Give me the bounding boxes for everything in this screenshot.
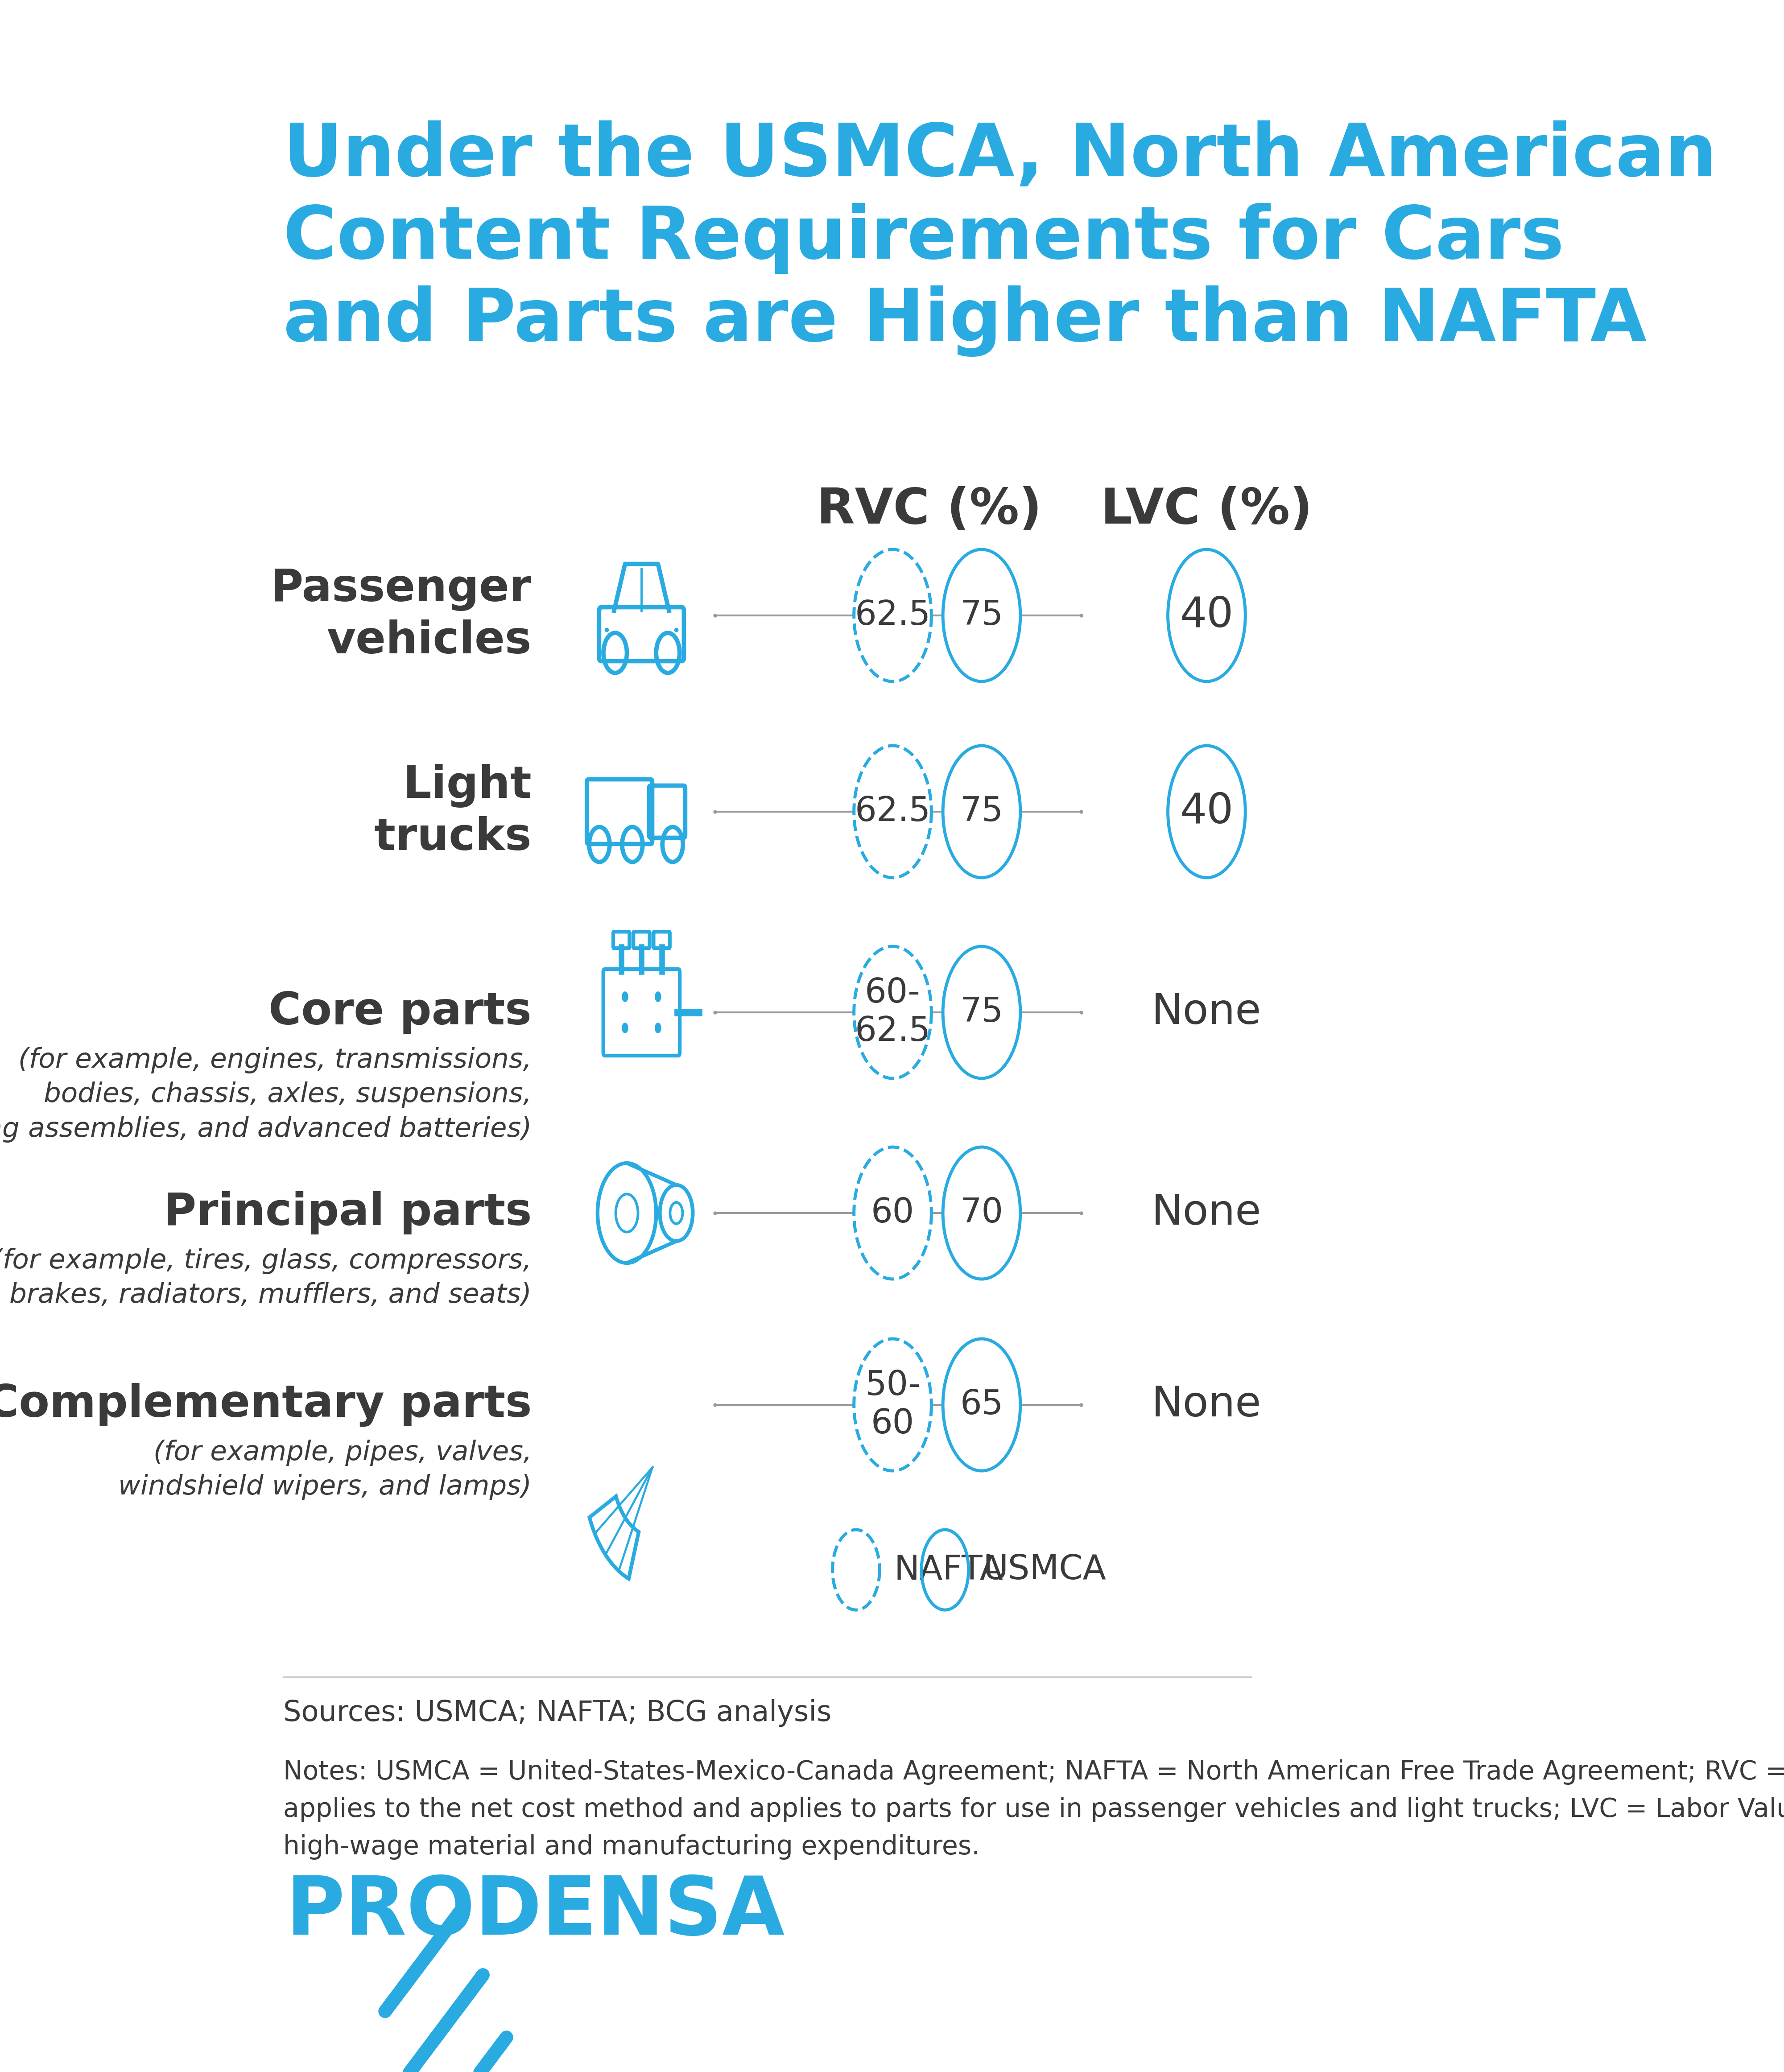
- Text: None: None: [1152, 1384, 1261, 1426]
- Circle shape: [623, 992, 628, 1001]
- Text: 75: 75: [960, 796, 1003, 829]
- Text: Notes: USMCA = United-States-Mexico-Canada Agreement; NAFTA = North American Fre: Notes: USMCA = United-States-Mexico-Cana…: [284, 1759, 1784, 1861]
- Circle shape: [655, 992, 660, 1001]
- Text: Passenger
vehicles: Passenger vehicles: [271, 568, 532, 663]
- Text: Under the USMCA, North American: Under the USMCA, North American: [284, 120, 1716, 191]
- Text: Light
trucks: Light trucks: [375, 765, 532, 860]
- Text: 75: 75: [960, 997, 1003, 1030]
- Text: 70: 70: [960, 1196, 1003, 1229]
- Text: 62.5: 62.5: [855, 599, 931, 632]
- Text: 50-
60: 50- 60: [865, 1370, 921, 1440]
- Text: 75: 75: [960, 599, 1003, 632]
- Text: 60-
62.5: 60- 62.5: [855, 976, 931, 1048]
- Text: (for example, tires, glass, compressors,
brakes, radiators, mufflers, and seats): (for example, tires, glass, compressors,…: [0, 1247, 532, 1310]
- Text: USMCA: USMCA: [983, 1554, 1106, 1587]
- Text: NAFTA: NAFTA: [894, 1554, 1003, 1587]
- Text: 62.5: 62.5: [855, 796, 931, 829]
- Circle shape: [655, 1024, 660, 1034]
- Text: Sources: USMCA; NAFTA; BCG analysis: Sources: USMCA; NAFTA; BCG analysis: [284, 1699, 831, 1726]
- Text: 40: 40: [1179, 595, 1233, 636]
- Text: RVC (%): RVC (%): [817, 487, 1042, 535]
- Text: (for example, engines, transmissions,
bodies, chassis, axles, suspensions,
steer: (for example, engines, transmissions, bo…: [0, 1046, 532, 1142]
- Text: (for example, pipes, valves,
windshield wipers, and lamps): (for example, pipes, valves, windshield …: [118, 1440, 532, 1500]
- Text: PRODENSA: PRODENSA: [285, 1873, 785, 1952]
- Text: Principal parts: Principal parts: [164, 1191, 532, 1235]
- Text: and Parts are Higher than NAFTA: and Parts are Higher than NAFTA: [284, 286, 1647, 356]
- Text: 65: 65: [960, 1388, 1003, 1421]
- Text: Core parts: Core parts: [269, 990, 532, 1034]
- Text: Complementary parts: Complementary parts: [0, 1382, 532, 1428]
- Text: 60: 60: [871, 1196, 915, 1229]
- Text: 40: 40: [1179, 792, 1233, 833]
- Text: LVC (%): LVC (%): [1101, 487, 1313, 535]
- Circle shape: [623, 1024, 628, 1034]
- Text: None: None: [1152, 1193, 1261, 1233]
- Text: None: None: [1152, 992, 1261, 1032]
- Text: Content Requirements for Cars: Content Requirements for Cars: [284, 203, 1565, 274]
